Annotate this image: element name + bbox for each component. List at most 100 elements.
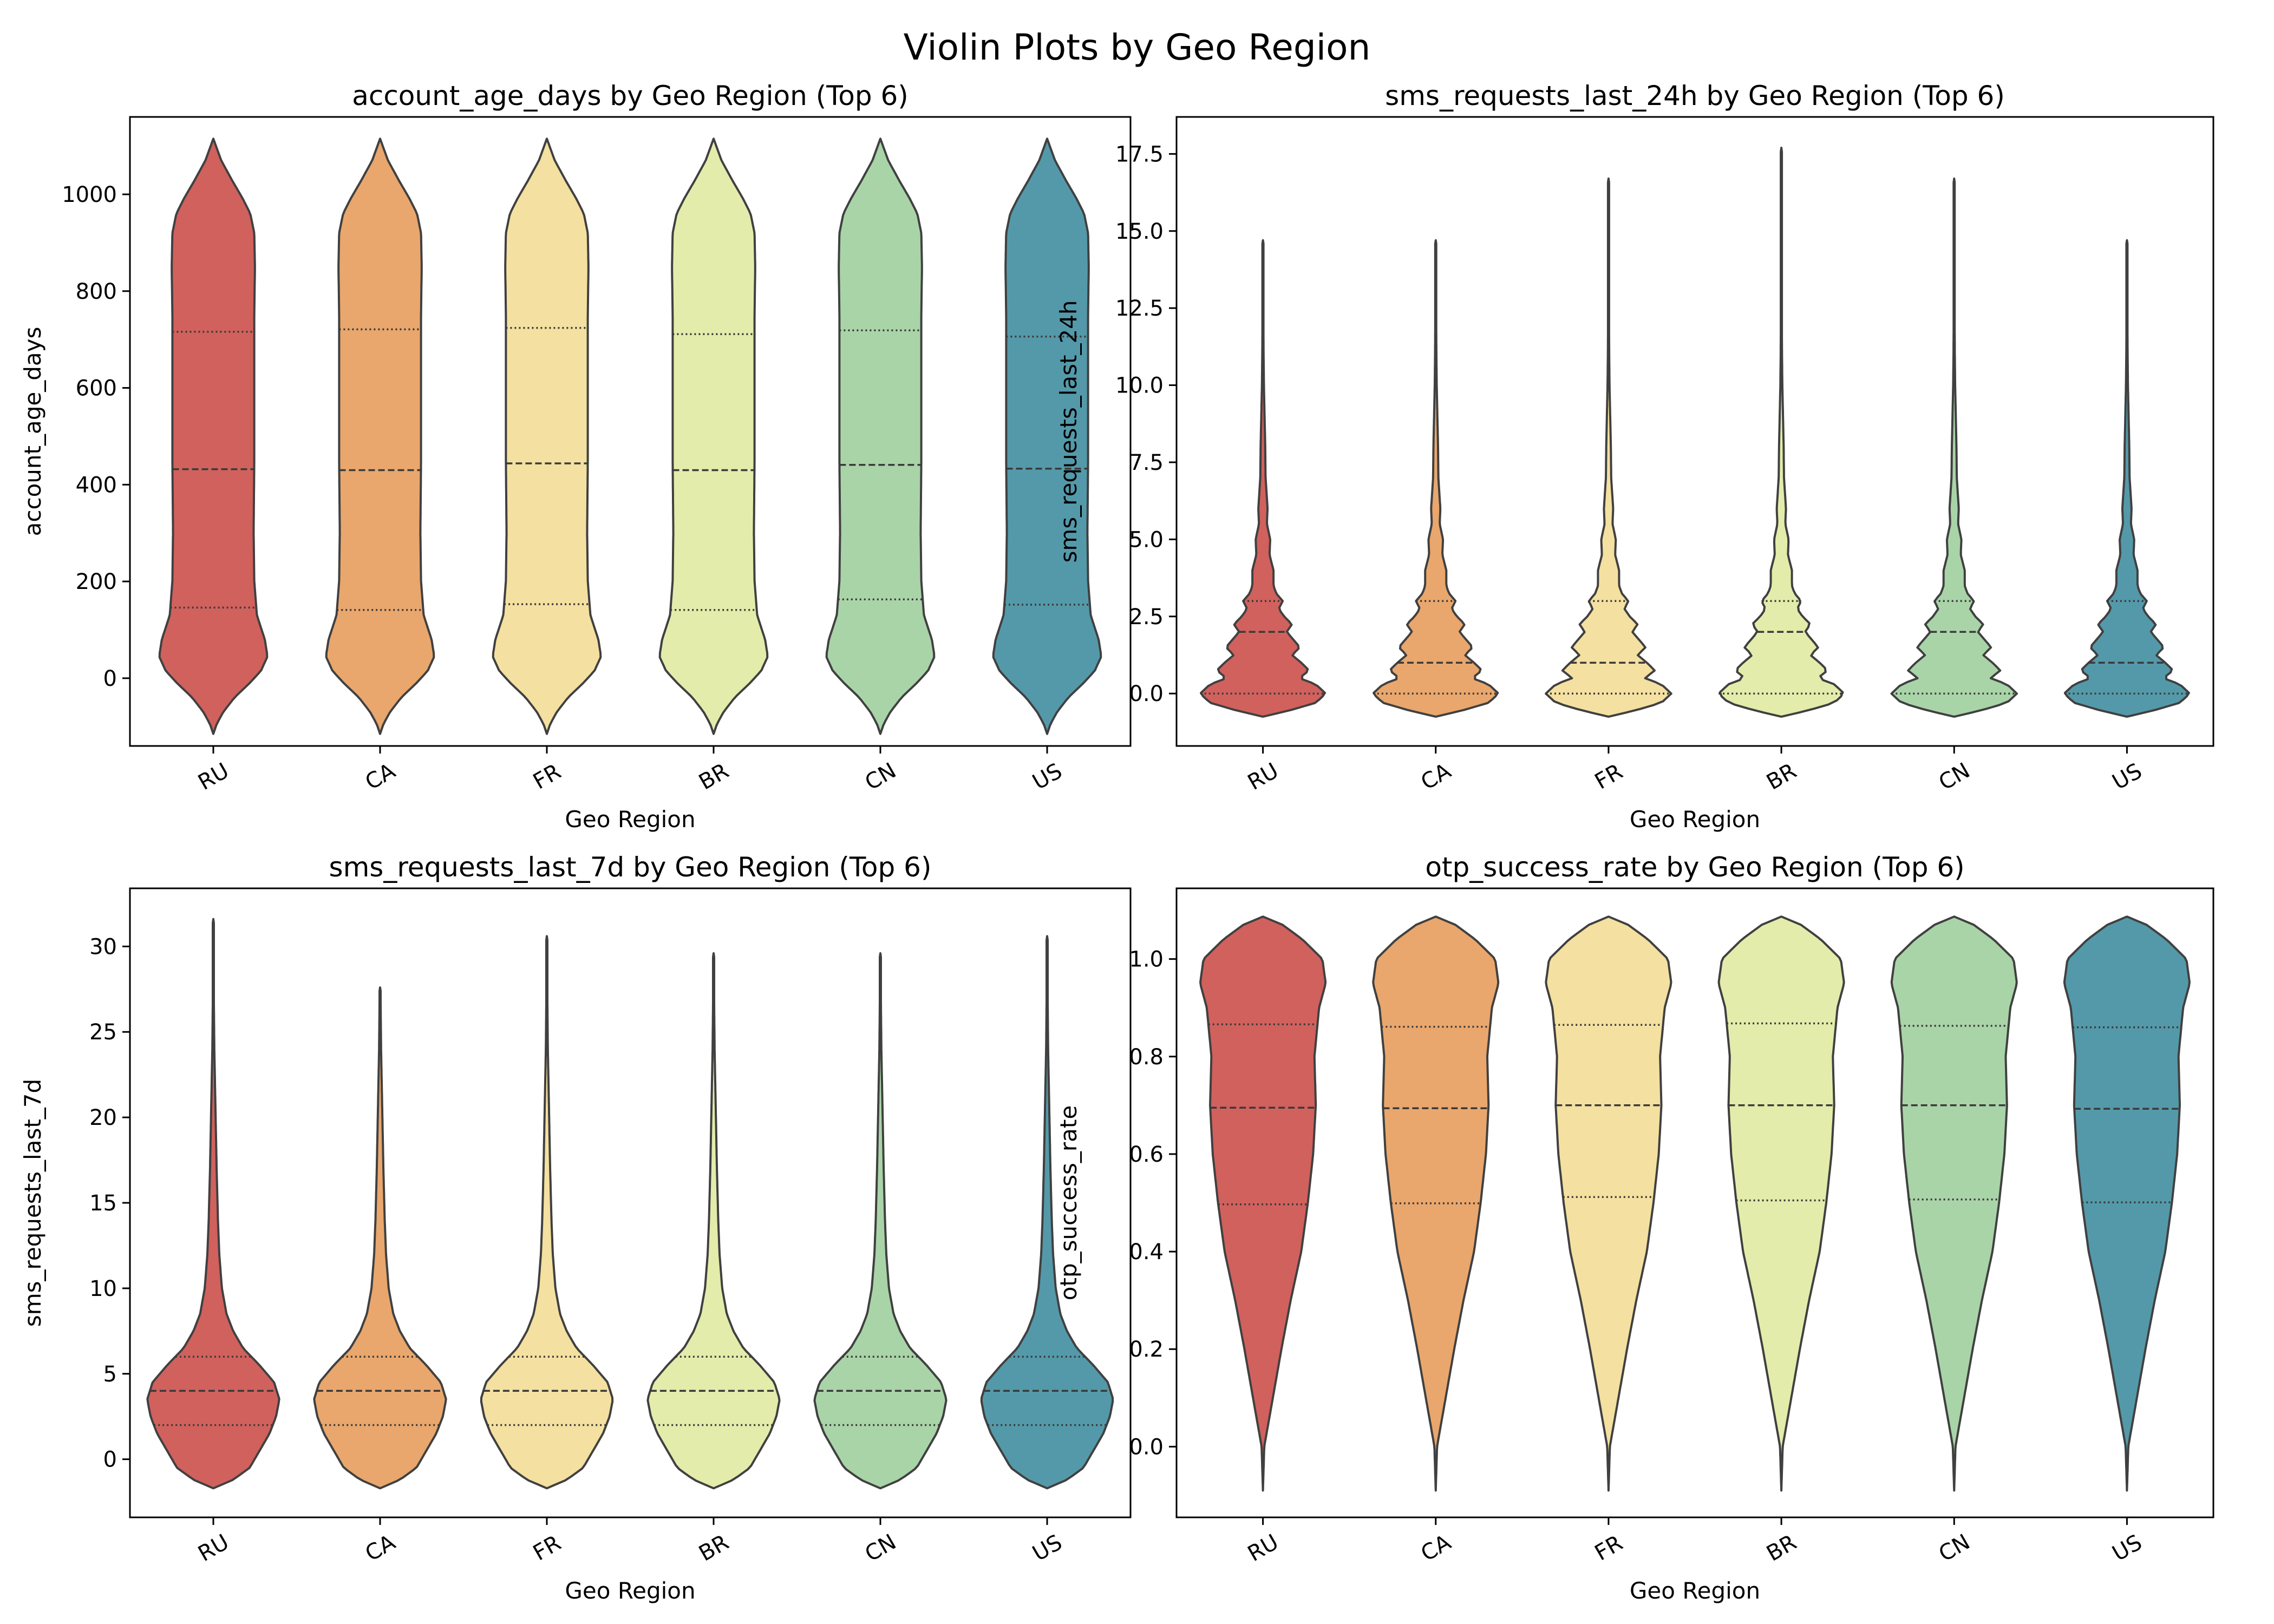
- x-axis-label: Geo Region: [1630, 1577, 1760, 1604]
- y-tick-label: 20: [89, 1105, 117, 1130]
- y-tick-label: 0: [103, 666, 117, 691]
- x-tick-label: CN: [1935, 758, 1974, 795]
- y-axis-label: sms_requests_last_7d: [19, 1079, 46, 1327]
- axes-frame: [1175, 887, 2214, 1518]
- chart-panel-2: sms_requests_last_24h by Geo Region (Top…: [1055, 80, 2214, 833]
- x-tick-label: US: [2108, 1530, 2146, 1566]
- violin-br: [1717, 915, 1845, 1492]
- violin-body: [2063, 915, 2191, 1492]
- violin-us: [980, 935, 1114, 1490]
- violin-br: [1718, 147, 1844, 718]
- y-axis-label: sms_requests_last_24h: [1055, 300, 1082, 562]
- violin-body: [492, 137, 602, 735]
- violin-body: [813, 952, 948, 1490]
- y-tick-label: 12.5: [1115, 296, 1164, 321]
- violin-cn: [825, 137, 936, 735]
- violin-body: [825, 137, 936, 735]
- violin-body: [480, 935, 614, 1490]
- x-tick-label: RU: [194, 758, 233, 795]
- y-tick-label: 2.5: [1129, 605, 1164, 630]
- chart-panel-3: sms_requests_last_7d by Geo Region (Top …: [19, 852, 1132, 1604]
- figure-title: Violin Plots by Geo Region: [904, 27, 1371, 68]
- y-tick-label: 1000: [62, 182, 117, 207]
- y-axis-label: otp_success_rate: [1055, 1105, 1082, 1300]
- y-tick-label: 0.6: [1129, 1142, 1164, 1167]
- violin-body: [158, 137, 269, 735]
- y-tick-label: 1.0: [1129, 947, 1164, 972]
- x-tick-label: CA: [1417, 758, 1455, 795]
- violin-us: [2063, 239, 2190, 718]
- x-tick-label: CN: [861, 758, 900, 795]
- axes-frame: [1175, 116, 2214, 747]
- chart-title: otp_success_rate by Geo Region (Top 6): [1425, 852, 1964, 883]
- violin-body: [658, 137, 769, 735]
- x-tick-label: CA: [361, 1530, 400, 1567]
- violin-cn: [1890, 177, 2018, 718]
- y-tick-label: 30: [89, 934, 117, 959]
- y-tick-label: 7.5: [1129, 450, 1164, 475]
- x-tick-label: FR: [529, 1530, 565, 1566]
- x-tick-label: US: [2108, 758, 2146, 795]
- y-tick-label: 25: [89, 1020, 117, 1045]
- y-tick-label: 200: [76, 569, 117, 594]
- chart-title: sms_requests_last_24h by Geo Region (Top…: [1385, 80, 2005, 112]
- violin-ca: [1372, 915, 1500, 1492]
- y-tick-label: 5: [103, 1362, 117, 1387]
- panels-container: account_age_days by Geo Region (Top 6) 0 2…: [19, 80, 2214, 1604]
- y-tick-label: 0.0: [1129, 682, 1164, 706]
- y-tick-label: 15.0: [1115, 219, 1164, 244]
- violin-body: [146, 918, 280, 1490]
- violin-br: [658, 137, 769, 735]
- x-tick-label: CN: [1935, 1529, 1974, 1567]
- x-tick-label: FR: [529, 759, 565, 794]
- y-tick-label: 17.5: [1115, 142, 1164, 167]
- x-tick-label: CN: [861, 1529, 900, 1567]
- chart-panel-1: account_age_days by Geo Region (Top 6) 0 2…: [19, 80, 1132, 833]
- chart-panel-4: otp_success_rate by Geo Region (Top 6) 0.…: [1055, 852, 2214, 1604]
- violin-body: [1545, 915, 1672, 1492]
- y-tick-label: 10.0: [1115, 374, 1164, 398]
- x-tick-label: CA: [1417, 1530, 1455, 1567]
- violin-fr: [1545, 177, 1672, 718]
- y-tick-label: 0.8: [1129, 1045, 1164, 1070]
- violin-us: [2063, 915, 2191, 1492]
- y-tick-label: 0.4: [1129, 1240, 1164, 1265]
- violin-body: [980, 935, 1114, 1490]
- x-axis-label: Geo Region: [1630, 806, 1760, 833]
- violin-cn: [1890, 915, 2018, 1492]
- y-tick-label: 15: [89, 1191, 117, 1216]
- violin-ru: [146, 918, 280, 1490]
- chart-title: account_age_days by Geo Region (Top 6): [352, 80, 909, 112]
- y-tick-label: 600: [76, 376, 117, 401]
- y-tick-label: 0.2: [1129, 1337, 1164, 1362]
- violin-cn: [813, 952, 948, 1490]
- y-tick-label: 400: [76, 473, 117, 497]
- violin-body: [325, 137, 435, 735]
- x-tick-label: CA: [361, 758, 400, 795]
- x-tick-label: RU: [1244, 1530, 1283, 1567]
- violin-body: [1373, 239, 1499, 718]
- violin-body: [992, 137, 1102, 735]
- violin-fr: [1545, 915, 1672, 1492]
- x-axis-label: Geo Region: [565, 1577, 695, 1604]
- violin-ru: [158, 137, 269, 735]
- y-tick-label: 5.0: [1129, 527, 1164, 552]
- violin-body: [1890, 915, 2018, 1492]
- y-tick-label: 10: [89, 1276, 117, 1301]
- violin-ru: [1199, 915, 1327, 1492]
- violin-body: [313, 986, 447, 1490]
- x-tick-label: US: [1028, 758, 1066, 795]
- violin-us: [992, 137, 1102, 735]
- violin-body: [1545, 177, 1672, 718]
- y-tick-label: 0: [103, 1448, 117, 1472]
- x-tick-label: RU: [1244, 758, 1283, 795]
- y-tick-label: 0.0: [1129, 1435, 1164, 1459]
- x-tick-label: BR: [695, 758, 733, 795]
- x-tick-label: BR: [1762, 1530, 1801, 1566]
- violin-fr: [480, 935, 614, 1490]
- axes-frame: [129, 887, 1132, 1518]
- x-tick-label: BR: [695, 1530, 733, 1566]
- violin-body: [1717, 915, 1845, 1492]
- x-axis-label: Geo Region: [565, 806, 695, 833]
- x-tick-label: US: [1028, 1530, 1066, 1566]
